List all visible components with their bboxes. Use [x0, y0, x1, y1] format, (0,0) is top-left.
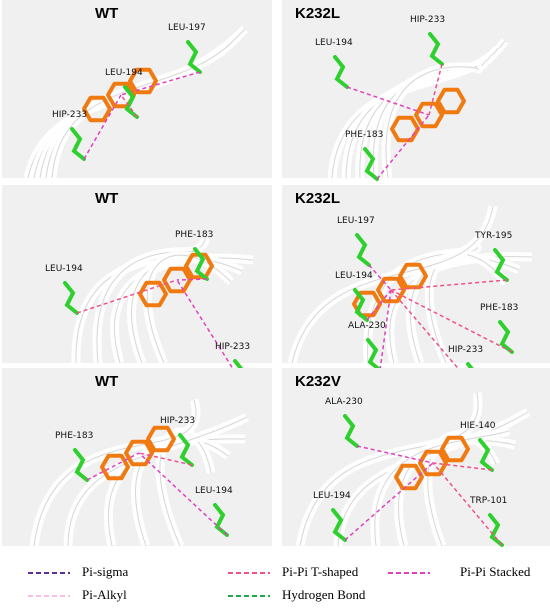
interaction-line	[428, 63, 443, 116]
residue-stick	[73, 448, 89, 482]
panel: WT PHE-183 LEU-194 HIP-233	[2, 185, 272, 393]
panel-title: K232L	[295, 190, 340, 207]
interaction-line	[390, 279, 508, 291]
residue-label: HIP-233	[215, 342, 250, 352]
protein-ribbon-edge	[374, 430, 510, 547]
molecule-ring	[352, 290, 382, 318]
residue-label: LEU-197	[168, 23, 206, 33]
panel-title: WT	[95, 5, 118, 22]
residue-stick	[363, 147, 379, 181]
residue-label: LEU-194	[105, 68, 143, 78]
interaction-line	[368, 264, 392, 291]
panel: WT LEU-197 LEU-194 HIP-233	[2, 0, 272, 180]
panel: K232L LEU-197 TYR-195 LEU-194 PHE-183 ALA-230…	[282, 185, 550, 396]
protein-ribbon-edge	[299, 392, 479, 547]
panel-title: WT	[95, 373, 118, 390]
residue-label: HIP-233	[410, 15, 445, 25]
molecule-ring	[394, 463, 424, 491]
interaction-line	[138, 452, 193, 466]
residue-label: ALA-230	[325, 397, 363, 407]
panel-title: K232V	[295, 373, 341, 390]
interaction-line	[356, 445, 434, 464]
panel-title: K232L	[295, 5, 340, 22]
interaction-line	[432, 462, 493, 471]
residue-label: LEU-194	[315, 38, 353, 48]
residue-stick	[488, 513, 504, 547]
residue-stick	[178, 433, 194, 467]
interaction-line	[138, 452, 228, 536]
molecule-ring	[100, 453, 130, 481]
interaction-line	[86, 452, 140, 481]
molecule-ring	[138, 280, 168, 308]
molecule-ring	[146, 425, 176, 453]
molecule-ring	[436, 87, 466, 115]
residue-label: TRP-101	[469, 496, 507, 506]
legend-label: Pi-Alkyl	[82, 587, 127, 602]
residue-label: LEU-194	[313, 491, 351, 501]
interaction-line	[120, 94, 138, 118]
molecule-ring	[440, 435, 470, 463]
legend-label: Hydrogen Bond	[282, 587, 366, 602]
residue-label: LEU-194	[335, 271, 373, 281]
molecule-ring	[376, 276, 406, 304]
residue-stick	[123, 85, 139, 119]
residue-stick	[493, 248, 509, 282]
panel: K232L LEU-194 HIP-233 PHE-183	[282, 0, 550, 181]
legend-label: Pi-Pi Stacked	[460, 564, 531, 579]
residue-label: HIP-233	[52, 110, 87, 120]
interaction-line	[344, 462, 434, 541]
residue-label: LEU-194	[45, 264, 83, 274]
interaction-line	[83, 94, 122, 160]
molecule-ring	[390, 115, 420, 143]
interaction-line	[176, 278, 208, 281]
residue-label: PHE-183	[480, 303, 518, 313]
residue-label: LEU-194	[195, 486, 233, 496]
residue-stick	[343, 414, 359, 448]
interaction-line	[432, 462, 503, 546]
panel-title: WT	[95, 190, 118, 207]
interaction-line	[76, 279, 178, 314]
residue-stick	[333, 55, 349, 89]
residue-label: HIP-233	[160, 416, 195, 426]
residue-label: TYR-195	[474, 231, 512, 241]
molecule-ring	[162, 266, 192, 294]
protein-ribbon-edge	[291, 205, 494, 364]
legend-label: Pi-Pi T-shaped	[282, 564, 359, 579]
residue-stick	[353, 288, 369, 322]
residue-stick	[186, 40, 202, 74]
residue-stick	[331, 508, 347, 542]
residue-label: ALA-230	[348, 321, 386, 331]
molecule-ring	[82, 95, 112, 123]
residue-label: PHE-183	[55, 431, 93, 441]
residue-stick	[478, 438, 494, 472]
residue-label: HIP-233	[448, 345, 483, 355]
residue-label: HIE-140	[460, 421, 496, 431]
residue-stick	[355, 233, 371, 267]
residue-stick	[498, 320, 514, 354]
protein-ribbon-edge	[385, 66, 479, 179]
residue-stick	[193, 247, 209, 281]
residue-label: LEU-197	[337, 216, 375, 226]
panel: WT PHE-183 HIP-233 LEU-194	[2, 368, 272, 548]
interaction-line	[390, 289, 513, 353]
residue-label: PHE-183	[175, 230, 213, 240]
protein-ribbon-edge	[51, 40, 234, 179]
residue-stick	[63, 281, 79, 315]
molecule-ring	[418, 449, 448, 477]
molecule-ring	[414, 101, 444, 129]
residue-stick	[213, 503, 229, 537]
molecule-ring	[124, 439, 154, 467]
residue-label: PHE-183	[345, 130, 383, 140]
legend-label: Pi-sigma	[82, 564, 128, 579]
panel: K232V ALA-230 HIE-140 LEU-194 TRP-101	[282, 368, 550, 548]
residue-stick	[70, 127, 86, 161]
molecule-ring	[128, 67, 158, 95]
interaction-line	[346, 86, 430, 116]
residue-stick	[428, 32, 444, 66]
residue-stick	[366, 338, 382, 372]
